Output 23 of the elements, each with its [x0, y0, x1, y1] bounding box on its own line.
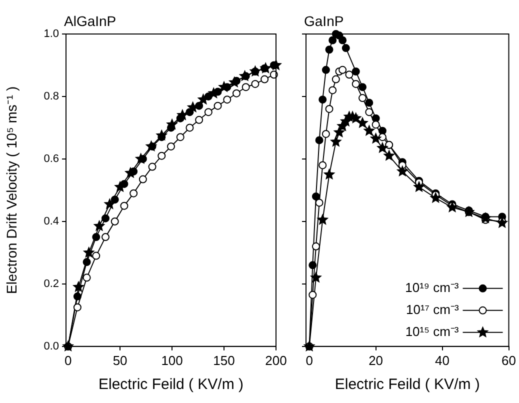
x-tick-label: 150	[213, 352, 235, 368]
x-tick-label: 100	[161, 352, 183, 368]
x-tick-label: 60	[502, 352, 516, 368]
y-axis-title: Electron Drift Velocity ( 10⁵ ms⁻¹ )	[3, 86, 20, 294]
chart-title: GaInP	[304, 13, 344, 29]
y-tick-label: 0.0	[44, 340, 59, 352]
x-tick-label: 20	[368, 352, 384, 368]
legend-label: 10¹⁹ cm⁻³	[405, 280, 460, 295]
x-tick-label: 0	[64, 352, 72, 368]
x-tick-label: 0	[306, 352, 313, 368]
x-axis-title: Electric Feild ( KV/m )	[98, 376, 244, 394]
x-tick-label: 200	[265, 352, 287, 368]
y-tick-label: 0.6	[44, 152, 59, 165]
y-tick-label: 0.4	[44, 215, 59, 228]
y-tick-label: 0.8	[44, 90, 59, 103]
y-tick-label: 0.2	[44, 278, 59, 290]
legend-label: 10¹⁵ cm⁻³	[405, 324, 460, 339]
x-tick-label: 40	[435, 352, 450, 368]
chart-title: AlGaInP	[64, 13, 116, 29]
legend-label: 10¹⁷ cm⁻³	[406, 302, 460, 317]
x-axis-title: Electric Feild ( KV/m )	[334, 376, 480, 394]
x-tick-label: 50	[112, 352, 128, 368]
y-tick-label: 1.0	[44, 28, 59, 40]
